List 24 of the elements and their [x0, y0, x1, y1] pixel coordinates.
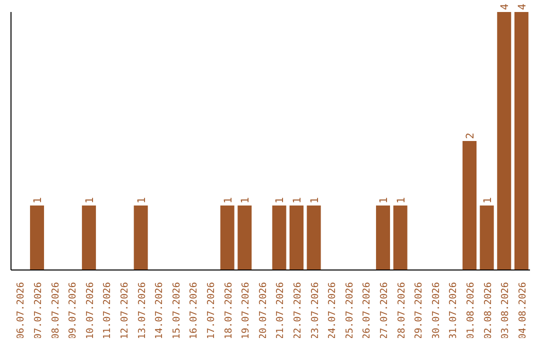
x-tick-label: 18.07.2026 [223, 282, 234, 340]
x-tick-label: 12.07.2026 [119, 282, 130, 340]
data-label: 2 [464, 132, 477, 139]
data-label: 1 [308, 197, 321, 204]
data-label: 1 [482, 197, 494, 204]
x-tick-label: 11.07.2026 [102, 282, 114, 340]
data-label: 4 [499, 4, 512, 10]
data-label: 1 [240, 197, 252, 204]
x-tick-label: 19.07.2026 [240, 282, 252, 340]
data-label: 1 [136, 197, 148, 204]
data-label: 1 [222, 197, 234, 204]
data-label: 4 [516, 4, 528, 10]
data-label: 1 [32, 197, 44, 204]
x-tick-label: 16.07.2026 [188, 282, 200, 340]
x-tick-label: 10.07.2026 [84, 282, 96, 340]
x-tick-label: 17.07.2026 [206, 282, 217, 340]
data-label: 1 [292, 197, 304, 204]
data-label: 1 [84, 197, 96, 204]
x-tick-label: 13.07.2026 [136, 282, 148, 340]
x-tick-label: 14.07.2026 [154, 282, 166, 340]
data-label: 1 [378, 197, 390, 204]
x-tick-label: 15.07.2026 [171, 282, 182, 340]
data-label: 1 [274, 197, 286, 204]
data-label: 1 [395, 197, 408, 204]
